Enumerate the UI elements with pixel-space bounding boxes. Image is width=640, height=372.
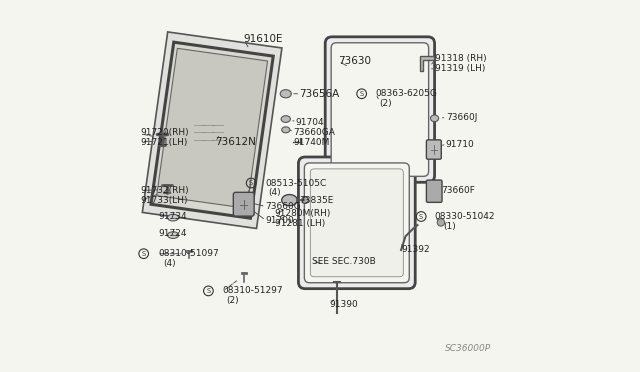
Polygon shape [157, 48, 268, 208]
Text: 73660G: 73660G [265, 202, 301, 211]
Text: 73660J: 73660J [445, 113, 477, 122]
Text: 73612N: 73612N [215, 137, 256, 147]
FancyBboxPatch shape [310, 169, 403, 277]
Text: (2): (2) [227, 296, 239, 305]
Polygon shape [151, 42, 273, 218]
Text: 73660F: 73660F [441, 186, 475, 195]
Text: 91710: 91710 [445, 140, 474, 149]
FancyBboxPatch shape [331, 43, 429, 176]
Text: 91318 (RH): 91318 (RH) [435, 54, 486, 63]
Text: (2): (2) [379, 99, 392, 108]
Text: 08310-51297: 08310-51297 [223, 286, 283, 295]
Text: S: S [141, 251, 146, 257]
Text: 91700: 91700 [265, 216, 294, 225]
Text: S: S [249, 180, 253, 186]
FancyBboxPatch shape [325, 37, 435, 182]
Text: 08513-5105C: 08513-5105C [265, 179, 326, 187]
Text: SC36000P: SC36000P [445, 344, 491, 353]
Text: 91734: 91734 [158, 212, 187, 221]
Ellipse shape [280, 90, 291, 98]
Polygon shape [420, 56, 434, 71]
Text: S: S [419, 214, 423, 219]
Ellipse shape [282, 195, 298, 206]
Text: 91740M: 91740M [293, 138, 330, 147]
FancyBboxPatch shape [298, 157, 415, 289]
Text: (4): (4) [269, 188, 282, 197]
FancyBboxPatch shape [234, 192, 254, 216]
Circle shape [437, 219, 445, 226]
FancyBboxPatch shape [305, 163, 410, 283]
Ellipse shape [281, 116, 291, 122]
Text: 91610E: 91610E [244, 34, 284, 44]
Text: 91392: 91392 [401, 246, 429, 254]
FancyBboxPatch shape [426, 180, 442, 202]
Text: 91281 (LH): 91281 (LH) [275, 219, 325, 228]
Text: SEE SEC.730B: SEE SEC.730B [312, 257, 376, 266]
Text: 91704: 91704 [296, 118, 324, 126]
Text: 91733(LH): 91733(LH) [141, 196, 188, 205]
Ellipse shape [431, 115, 438, 122]
Text: 91721(LH): 91721(LH) [141, 138, 188, 147]
Ellipse shape [302, 197, 308, 203]
Text: 08310-51097: 08310-51097 [158, 249, 219, 258]
Text: S: S [206, 288, 211, 294]
Ellipse shape [168, 232, 179, 238]
Text: 91724: 91724 [158, 229, 187, 238]
Ellipse shape [168, 214, 179, 221]
Text: 91390: 91390 [330, 300, 358, 309]
Text: 73835E: 73835E [300, 196, 334, 205]
Text: 08330-51042: 08330-51042 [435, 212, 495, 221]
Text: 91319 (LH): 91319 (LH) [435, 64, 485, 73]
Text: (4): (4) [163, 259, 175, 268]
Ellipse shape [282, 127, 290, 133]
Text: 73660GA: 73660GA [293, 128, 335, 137]
Text: 91280M(RH): 91280M(RH) [275, 209, 331, 218]
Text: 73656A: 73656A [300, 89, 340, 99]
Polygon shape [142, 32, 282, 228]
Text: 08363-6205G: 08363-6205G [375, 89, 437, 98]
Text: 91732(RH): 91732(RH) [141, 186, 189, 195]
Text: 73630: 73630 [338, 57, 371, 66]
Text: 91720(RH): 91720(RH) [141, 128, 189, 137]
Text: S: S [360, 91, 364, 97]
FancyBboxPatch shape [426, 140, 441, 159]
Text: (1): (1) [444, 222, 456, 231]
